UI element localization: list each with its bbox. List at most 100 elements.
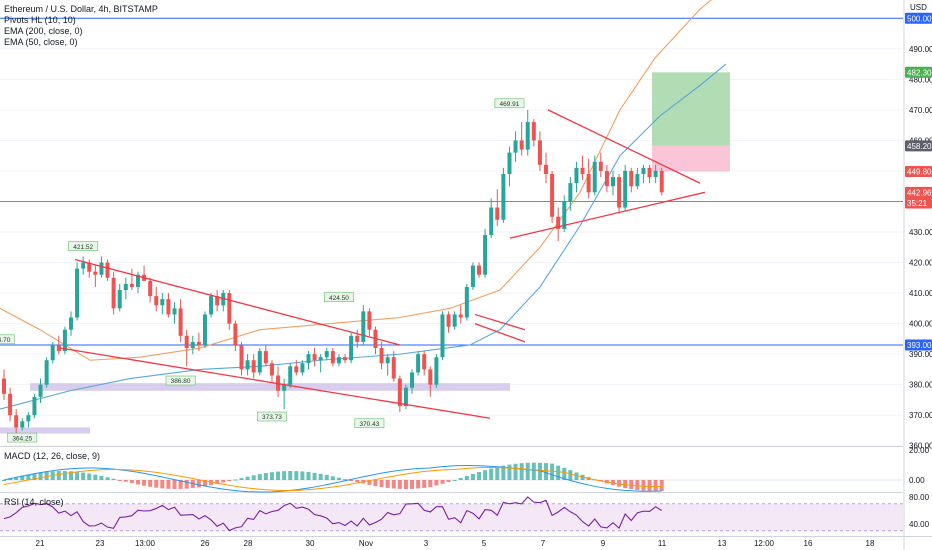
macd-histogram-bar: [294, 471, 299, 480]
macd-histogram-bar: [135, 480, 140, 485]
macd-histogram-bar: [184, 480, 189, 489]
pivot-label: 421.52: [73, 244, 93, 251]
trend-line: [474, 313, 526, 331]
macd-histogram-bar: [172, 480, 177, 489]
macd-histogram-bar: [440, 480, 445, 484]
price-tick-label: 490.00: [909, 45, 932, 54]
macd-histogram-bar: [519, 463, 524, 480]
macd-histogram-bar: [367, 480, 372, 485]
candle-body: [257, 351, 262, 373]
candle-body: [641, 167, 646, 174]
candle-body: [495, 207, 500, 220]
candle-body: [562, 201, 567, 229]
candle-body: [263, 351, 268, 364]
macd-label[interactable]: MACD (12, 26, close, 9): [4, 451, 101, 461]
price-tick-label: 420.00: [909, 259, 932, 268]
pivot-label: 4.70: [0, 337, 11, 344]
candle-body: [349, 335, 354, 361]
candle-body: [294, 366, 299, 373]
price-tag: [905, 339, 932, 351]
macd-histogram-bar: [2, 480, 6, 481]
price-tick-label: 380.00: [909, 381, 932, 390]
rsi-tick-label: 80.00: [909, 493, 930, 502]
pivot-label-box: [494, 98, 525, 109]
candle-body: [592, 161, 597, 193]
candle-body: [172, 308, 177, 315]
price-tag-label: 442.96: [907, 188, 932, 197]
candle-body: [306, 354, 311, 364]
candle-body: [452, 314, 457, 327]
candle-body: [385, 357, 390, 364]
macd-histogram-bar: [544, 463, 549, 480]
candle-body: [629, 170, 634, 187]
indicator-ema50[interactable]: EMA (50, close, 0): [4, 37, 78, 47]
macd-histogram-bar: [117, 480, 122, 481]
candle-body: [428, 369, 433, 385]
macd-histogram-bar: [75, 471, 80, 480]
macd-histogram-bar: [391, 480, 396, 489]
macd-histogram-bar: [379, 480, 384, 488]
macd-histogram-bar: [489, 468, 494, 480]
macd-histogram-bar: [477, 472, 482, 480]
macd-tick-label: 0.00: [909, 476, 925, 485]
indicator-ema200[interactable]: EMA (200, close, 0): [4, 26, 83, 36]
macd-histogram-bar: [647, 480, 652, 492]
candle-body: [513, 140, 518, 153]
candle-body: [586, 173, 591, 193]
time-tick-label: Nov: [359, 539, 373, 548]
time-tick-label: 30: [306, 539, 315, 548]
time-tick-label: 3: [424, 539, 429, 548]
candle-body: [117, 290, 122, 309]
candle-body: [379, 348, 384, 364]
time-tick-label: 12:00: [754, 539, 775, 548]
indicator-pivots[interactable]: Pivots HL (10, 10): [4, 15, 76, 25]
macd-histogram-bar: [196, 480, 201, 488]
macd-histogram-bar: [276, 471, 281, 480]
macd-histogram-bar: [14, 477, 19, 480]
trend-line: [547, 109, 701, 184]
candle-body: [202, 314, 207, 345]
candle-body: [507, 152, 512, 174]
price-tag: [905, 140, 932, 152]
macd-histogram-bar: [373, 480, 378, 487]
macd-histogram-bar: [556, 465, 561, 480]
candle-body: [489, 207, 494, 236]
macd-histogram-bar: [215, 480, 220, 484]
candle-body: [227, 293, 232, 324]
candle-body: [50, 344, 55, 361]
macd-histogram-bar: [568, 470, 573, 480]
macd-histogram-bar: [349, 480, 354, 481]
candle-body: [531, 122, 536, 141]
candle-body: [32, 396, 37, 416]
candle-body: [215, 296, 220, 306]
candle-body: [458, 314, 463, 318]
macd-histogram-bar: [148, 480, 153, 487]
macd-histogram-bar: [416, 480, 421, 489]
macd-histogram-bar: [93, 474, 98, 480]
candle-body: [440, 314, 445, 358]
candle-body: [20, 421, 25, 428]
candle-body: [550, 173, 555, 217]
rsi-tick-label: 40.00: [909, 520, 930, 529]
pivot-label-box: [257, 411, 287, 422]
candle-body: [99, 262, 104, 275]
candle-body: [93, 271, 98, 275]
candle-body: [56, 344, 61, 352]
pivot-label-box: [354, 418, 385, 429]
macd-histogram-bar: [233, 479, 238, 481]
macd-histogram-bar: [20, 475, 25, 480]
macd-histogram-bar: [422, 480, 427, 488]
price-tag: [905, 197, 932, 209]
macd-histogram-bar: [446, 480, 451, 482]
trend-line: [474, 322, 526, 343]
macd-histogram-bar: [81, 472, 86, 480]
candle-body: [105, 262, 110, 278]
rsi-label[interactable]: RSI (14, close): [4, 497, 64, 507]
candle-body: [8, 393, 13, 416]
candle-body: [611, 177, 615, 187]
candle-body: [391, 357, 396, 379]
macd-histogram-bar: [574, 472, 579, 480]
macd-histogram-bar: [513, 463, 518, 480]
macd-histogram-bar: [330, 476, 335, 480]
